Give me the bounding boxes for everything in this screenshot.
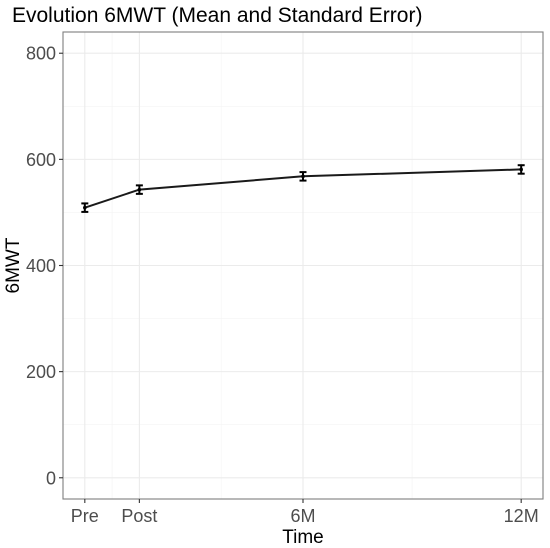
x-tick-label: 12M	[504, 506, 539, 526]
x-axis-label: Time	[282, 527, 324, 548]
x-tick-label: 6M	[290, 506, 315, 526]
series	[81, 164, 525, 213]
chart-title: Evolution 6MWT (Mean and Standard Error)	[12, 4, 422, 27]
y-tick-label: 600	[26, 150, 56, 170]
y-tick-label: 0	[46, 468, 56, 488]
data-point	[137, 187, 142, 192]
y-axis-label: 6MWT	[3, 237, 24, 293]
series-line	[84, 168, 522, 209]
x-tick-label: Pre	[71, 506, 99, 526]
grid	[63, 32, 543, 499]
x-tick-label: Post	[121, 506, 157, 526]
data-point	[519, 167, 523, 172]
data-point	[83, 205, 87, 210]
data-point	[301, 174, 305, 179]
y-tick-label: 800	[26, 44, 56, 64]
y-tick-label: 200	[26, 362, 56, 382]
y-tick-label: 400	[26, 256, 56, 276]
axis-ticks: 0 200 400 600 800 Pre Post 6M 12M	[26, 44, 539, 526]
